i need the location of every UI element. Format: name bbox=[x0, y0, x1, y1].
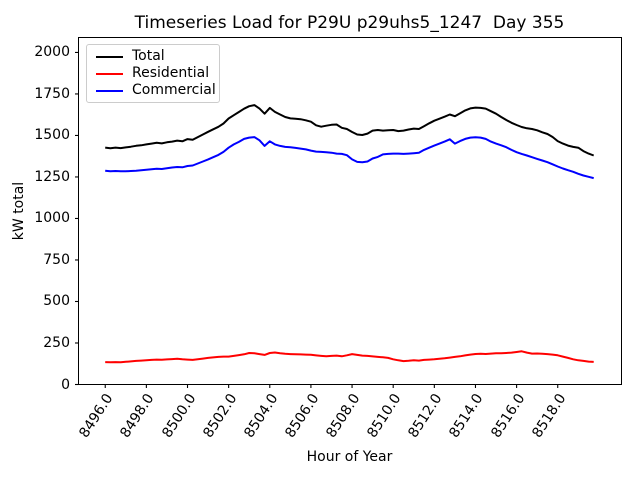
y-tick-label: 0 bbox=[61, 376, 70, 393]
legend-label: Residential bbox=[132, 65, 210, 81]
y-tick-label: 750 bbox=[43, 251, 70, 268]
axes-frame bbox=[78, 37, 622, 385]
x-axis-label: Hour of Year bbox=[306, 449, 393, 465]
y-tick-label: 2000 bbox=[34, 44, 70, 61]
legend-label: Total bbox=[132, 48, 165, 64]
legend: Total Residential Commercial bbox=[86, 44, 220, 103]
series-line-commercial bbox=[105, 136, 594, 180]
legend-line-sample bbox=[96, 89, 123, 92]
series-line-residential bbox=[105, 350, 594, 364]
y-tick-label: 1000 bbox=[34, 210, 70, 227]
legend-item-commercial: Commercial bbox=[96, 82, 219, 99]
legend-label: Commercial bbox=[132, 82, 216, 98]
legend-line-sample bbox=[96, 55, 123, 58]
series-line-total bbox=[105, 104, 595, 157]
y-tick-label: 500 bbox=[43, 293, 70, 310]
y-tick-label: 1750 bbox=[34, 85, 70, 102]
legend-item-residential: Residential bbox=[96, 65, 219, 82]
y-tick-label: 250 bbox=[43, 334, 70, 351]
y-tick-label: 1500 bbox=[34, 127, 70, 144]
legend-item-total: Total bbox=[96, 48, 219, 65]
y-tick-label: 1250 bbox=[34, 168, 70, 185]
legend-line-sample bbox=[96, 72, 123, 75]
chart-title: Timeseries Load for P29U p29uhs5_1247 Da… bbox=[134, 13, 565, 33]
